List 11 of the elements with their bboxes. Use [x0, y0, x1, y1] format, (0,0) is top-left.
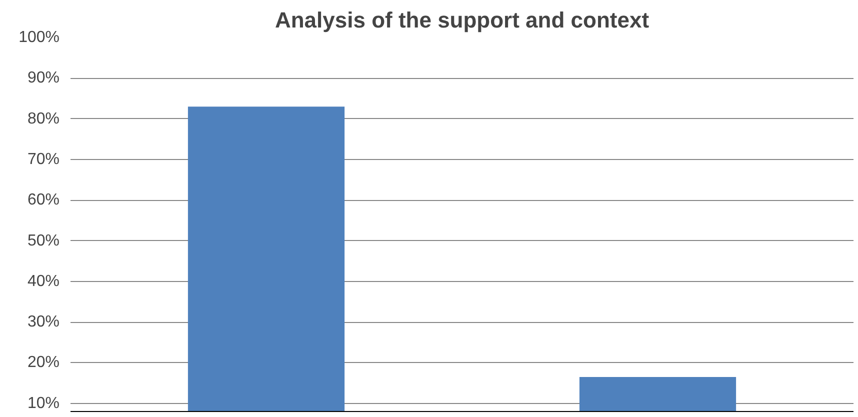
y-tick-label: 10%: [27, 394, 60, 412]
y-tick-label: 100%: [18, 29, 60, 46]
y-tick-label: 20%: [27, 354, 60, 372]
y-tick-label: 80%: [27, 110, 60, 128]
y-tick-label: 50%: [27, 232, 60, 250]
y-tick-label: 90%: [27, 70, 60, 87]
y-tick-label: 30%: [27, 314, 60, 331]
y-tick-label: 60%: [27, 192, 60, 209]
chart-title: Analysis of the support and context: [274, 8, 650, 32]
y-tick-label: 70%: [27, 150, 60, 168]
y-tick-label: 40%: [27, 272, 60, 290]
